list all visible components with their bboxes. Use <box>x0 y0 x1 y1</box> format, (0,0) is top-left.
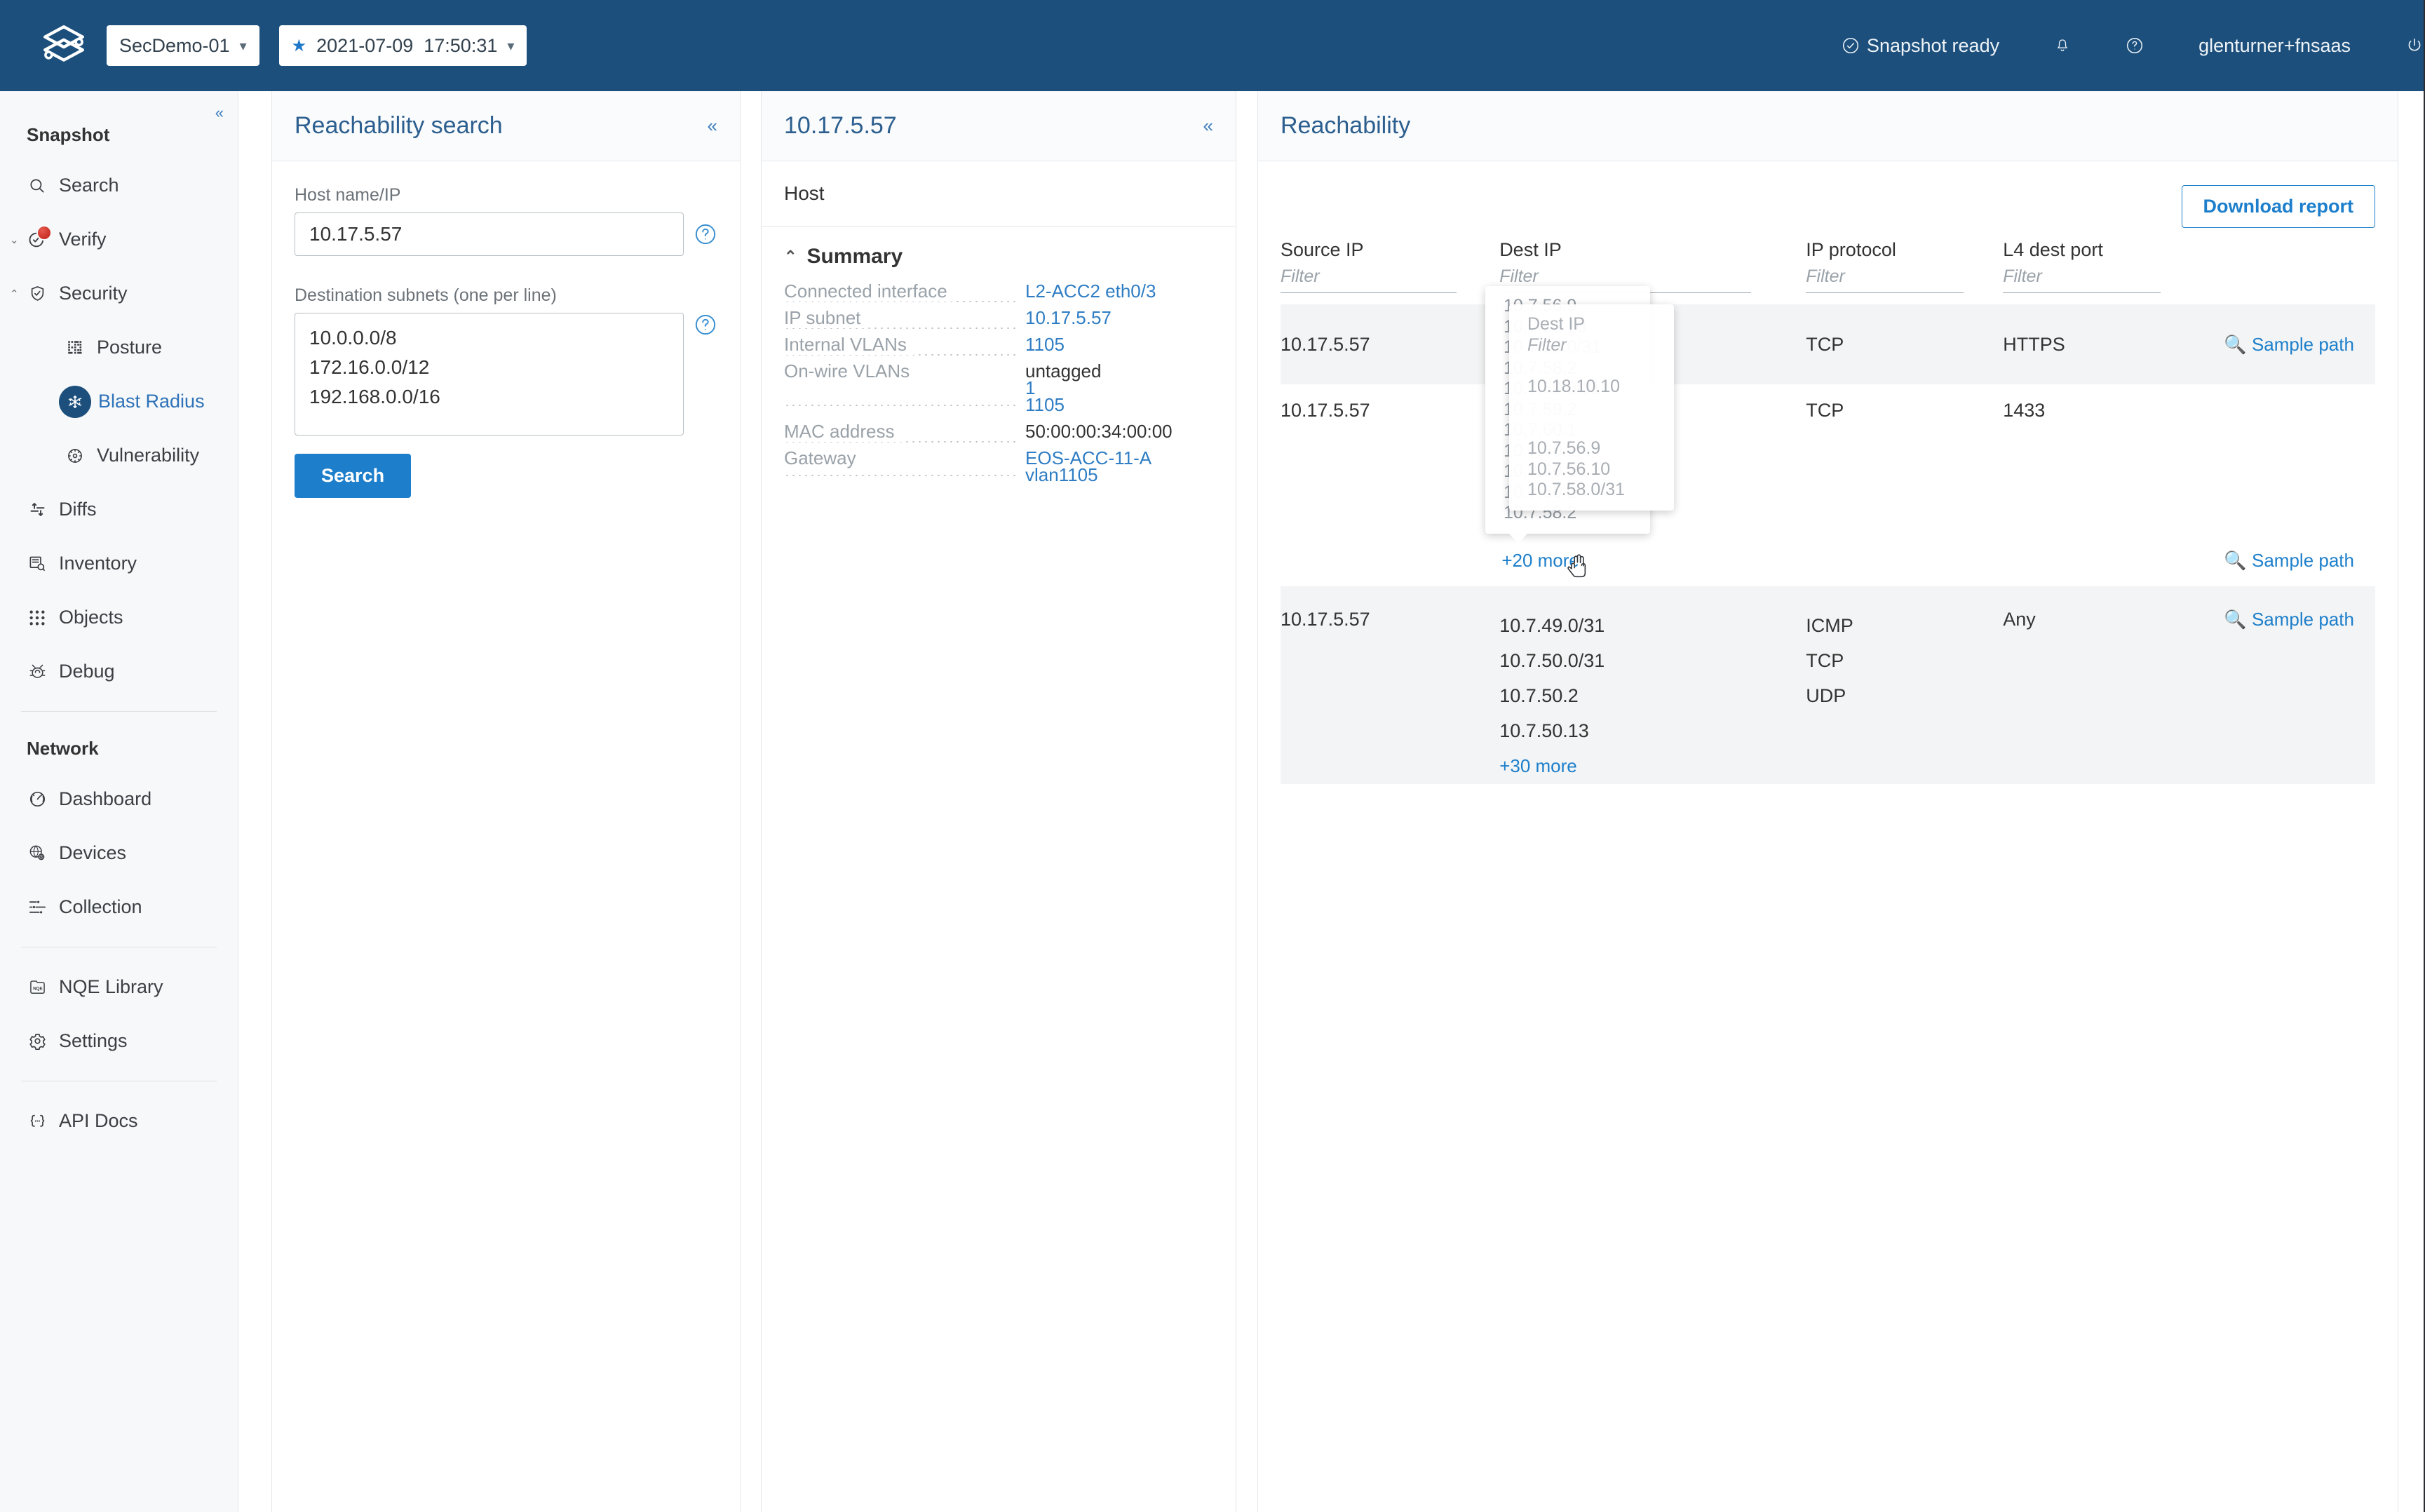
svg-text:NQE: NQE <box>33 986 43 991</box>
